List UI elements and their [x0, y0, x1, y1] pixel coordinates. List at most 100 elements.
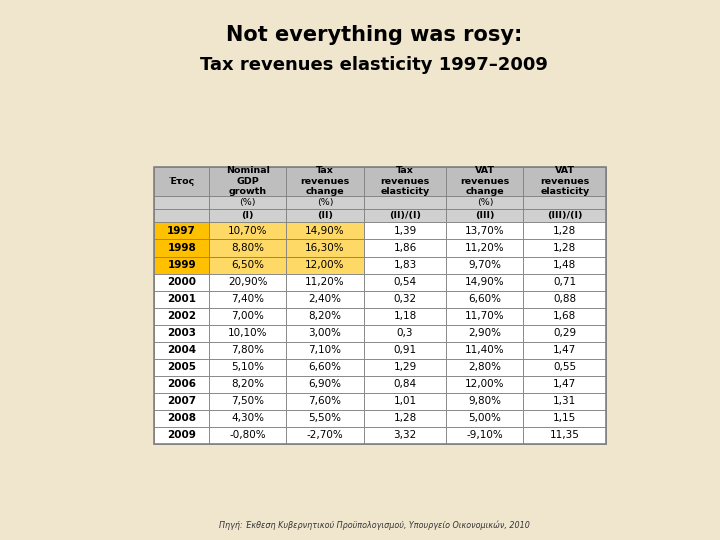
- Text: 5,50%: 5,50%: [309, 414, 341, 423]
- Bar: [364, 308, 446, 325]
- Bar: [523, 209, 606, 222]
- Bar: [446, 239, 523, 256]
- Bar: [446, 342, 523, 359]
- Bar: [210, 376, 287, 393]
- Bar: [523, 256, 606, 274]
- Text: 1998: 1998: [167, 243, 196, 253]
- Bar: [154, 325, 210, 342]
- Bar: [154, 291, 210, 308]
- Bar: [364, 196, 446, 209]
- Bar: [523, 196, 606, 209]
- Text: 7,80%: 7,80%: [231, 345, 264, 355]
- Bar: [210, 222, 287, 239]
- Bar: [210, 393, 287, 410]
- Text: Tax
revenues
change: Tax revenues change: [300, 166, 350, 196]
- Bar: [364, 239, 446, 256]
- Text: 6,60%: 6,60%: [469, 294, 501, 304]
- Text: (II)/(I): (II)/(I): [389, 211, 421, 220]
- Text: 1,68: 1,68: [553, 311, 577, 321]
- Text: 2007: 2007: [167, 396, 197, 407]
- Bar: [210, 196, 287, 209]
- Text: 8,20%: 8,20%: [231, 379, 264, 389]
- Bar: [210, 256, 287, 274]
- Text: 5,10%: 5,10%: [231, 362, 264, 372]
- Text: 2,90%: 2,90%: [469, 328, 501, 338]
- Text: 11,40%: 11,40%: [465, 345, 505, 355]
- Text: 0,54: 0,54: [393, 277, 417, 287]
- Bar: [210, 427, 287, 444]
- Text: 2001: 2001: [167, 294, 197, 304]
- Bar: [446, 325, 523, 342]
- Bar: [446, 196, 523, 209]
- Bar: [210, 239, 287, 256]
- Text: (%): (%): [477, 198, 493, 207]
- Text: 1,86: 1,86: [393, 243, 417, 253]
- Bar: [154, 222, 210, 239]
- Bar: [523, 274, 606, 291]
- Text: Έτος: Έτος: [168, 177, 195, 186]
- Text: 9,80%: 9,80%: [469, 396, 501, 407]
- Text: (I): (I): [242, 211, 254, 220]
- Bar: [210, 359, 287, 376]
- Text: (III): (III): [475, 211, 495, 220]
- Bar: [210, 209, 287, 222]
- Text: 0,29: 0,29: [553, 328, 577, 338]
- Bar: [364, 325, 446, 342]
- Text: 2,80%: 2,80%: [469, 362, 501, 372]
- Bar: [287, 274, 364, 291]
- Text: 14,90%: 14,90%: [305, 226, 345, 236]
- Text: 1999: 1999: [168, 260, 196, 270]
- Text: 1,28: 1,28: [393, 414, 417, 423]
- Bar: [154, 239, 210, 256]
- Bar: [287, 376, 364, 393]
- Text: Tax
revenues
elasticity: Tax revenues elasticity: [380, 166, 430, 196]
- Bar: [446, 256, 523, 274]
- Bar: [154, 342, 210, 359]
- Bar: [154, 376, 210, 393]
- Text: 10,10%: 10,10%: [228, 328, 268, 338]
- Bar: [287, 239, 364, 256]
- Text: 11,35: 11,35: [550, 430, 580, 441]
- Text: 6,90%: 6,90%: [309, 379, 341, 389]
- Text: 16,30%: 16,30%: [305, 243, 345, 253]
- Text: -2,70%: -2,70%: [307, 430, 343, 441]
- Bar: [523, 427, 606, 444]
- Bar: [287, 256, 364, 274]
- Text: 2002: 2002: [167, 311, 197, 321]
- Bar: [154, 308, 210, 325]
- Bar: [210, 410, 287, 427]
- Bar: [287, 308, 364, 325]
- Text: (%): (%): [317, 198, 333, 207]
- Text: 12,00%: 12,00%: [305, 260, 345, 270]
- Bar: [446, 167, 523, 196]
- Text: 20,90%: 20,90%: [228, 277, 268, 287]
- Text: 0,55: 0,55: [553, 362, 577, 372]
- Bar: [446, 222, 523, 239]
- Bar: [210, 167, 287, 196]
- Bar: [364, 376, 446, 393]
- Bar: [287, 393, 364, 410]
- Bar: [523, 393, 606, 410]
- Bar: [446, 308, 523, 325]
- Bar: [154, 393, 210, 410]
- Bar: [287, 167, 364, 196]
- Text: 0,84: 0,84: [393, 379, 417, 389]
- Bar: [523, 167, 606, 196]
- Text: 12,00%: 12,00%: [465, 379, 505, 389]
- Text: 11,70%: 11,70%: [465, 311, 505, 321]
- Text: 2004: 2004: [167, 345, 197, 355]
- Text: 1,28: 1,28: [553, 226, 577, 236]
- Bar: [523, 291, 606, 308]
- Text: 7,10%: 7,10%: [309, 345, 341, 355]
- Text: 5,00%: 5,00%: [469, 414, 501, 423]
- Text: VAT
revenues
change: VAT revenues change: [460, 166, 510, 196]
- Bar: [364, 222, 446, 239]
- Text: (%): (%): [240, 198, 256, 207]
- Text: 0,71: 0,71: [553, 277, 577, 287]
- Bar: [446, 291, 523, 308]
- Bar: [523, 325, 606, 342]
- Text: 2006: 2006: [167, 379, 197, 389]
- Text: 1,18: 1,18: [393, 311, 417, 321]
- Text: (III)/(I): (III)/(I): [547, 211, 582, 220]
- Bar: [523, 376, 606, 393]
